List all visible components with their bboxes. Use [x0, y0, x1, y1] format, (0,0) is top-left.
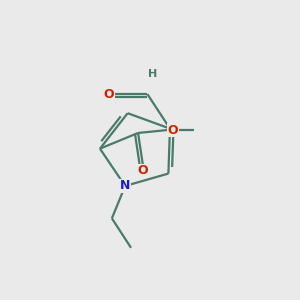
Text: O: O [138, 164, 148, 177]
Text: H: H [148, 69, 157, 79]
Text: O: O [104, 88, 114, 100]
Text: O: O [167, 124, 178, 136]
Text: N: N [120, 179, 130, 193]
